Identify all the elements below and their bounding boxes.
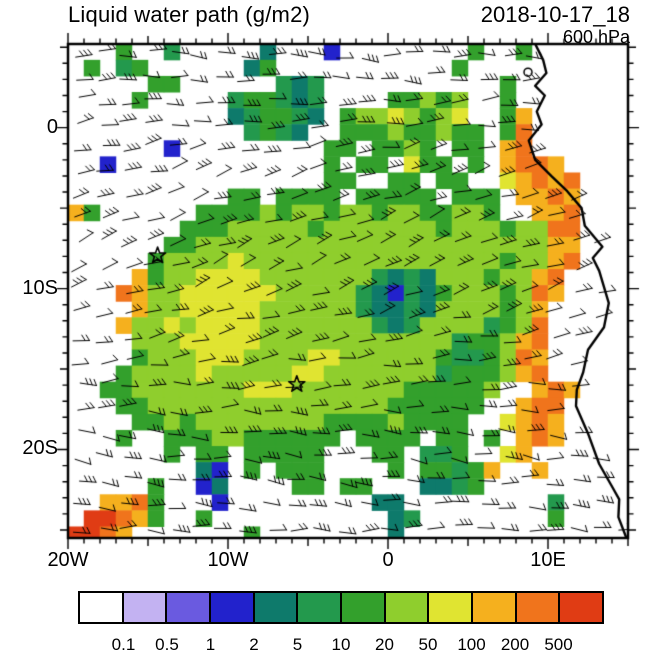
colorbar-cell xyxy=(80,593,124,622)
valid-datetime: 2018-10-17_18 xyxy=(480,2,630,27)
colorbar xyxy=(78,591,604,624)
colorbar-cell xyxy=(342,593,386,622)
colorbar-cell xyxy=(167,593,212,622)
colorbar-cell xyxy=(211,593,255,622)
colorbar-cell xyxy=(123,593,168,622)
colorbar-cell xyxy=(298,593,343,622)
colorbar-cell xyxy=(254,593,299,622)
colorbar-cell xyxy=(385,593,430,622)
colorbar-cell xyxy=(473,593,517,622)
colorbar-cell xyxy=(560,593,603,622)
colorbar-cell xyxy=(516,593,561,622)
pressure-level: 600 hPa xyxy=(562,27,630,47)
page-title: Liquid water path (g/m2) xyxy=(68,2,311,27)
colorbar-cell xyxy=(429,593,474,622)
